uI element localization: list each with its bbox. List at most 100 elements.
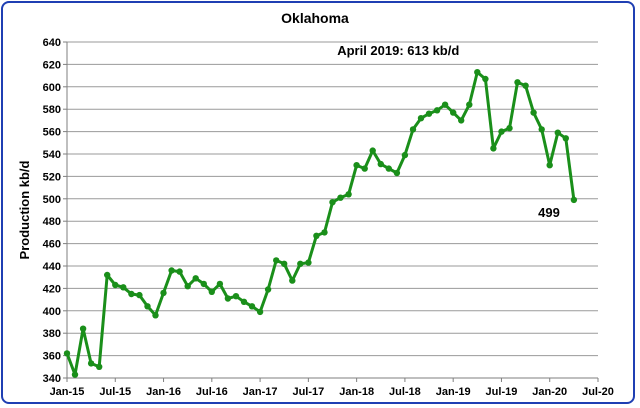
x-tick-label: Jul-20 — [582, 386, 614, 398]
x-tick-labels: Jan-15 Jul-15 Jan-16 Jul-16 Jan-17 Jul-17 Jan-… — [50, 386, 614, 398]
gridlines — [67, 41, 598, 357]
data-point — [273, 257, 280, 264]
annotations: April 2019: 613 kb/d 499 — [337, 43, 560, 220]
data-point — [63, 350, 71, 357]
x-tick-label: Jul-19 — [486, 386, 518, 398]
y-tick-label: 520 — [43, 171, 61, 183]
data-point — [506, 125, 513, 132]
data-point — [192, 275, 199, 282]
chart-title: Oklahoma — [281, 10, 349, 26]
data-point — [353, 162, 360, 169]
data-point — [152, 312, 159, 319]
data-point — [498, 128, 505, 135]
data-point — [482, 75, 489, 83]
data-point — [562, 135, 569, 142]
y-tick-label: 380 — [43, 328, 61, 340]
data-point — [409, 126, 417, 133]
y-tick-label: 460 — [43, 239, 61, 251]
data-point — [128, 290, 135, 298]
x-tick-label: Jan-16 — [146, 386, 181, 398]
y-tick-label: 360 — [43, 351, 61, 363]
data-point — [168, 267, 175, 274]
annotation-last-value: 499 — [538, 205, 560, 220]
data-point — [321, 229, 328, 236]
data-point — [538, 126, 545, 133]
data-point — [224, 295, 232, 302]
annotation-peak: April 2019: 613 kb/d — [337, 43, 459, 58]
data-point — [393, 169, 401, 177]
x-tick-label: Jan-17 — [243, 386, 278, 398]
data-point — [522, 82, 529, 89]
series-line — [65, 70, 576, 377]
x-tick-label: Jul-16 — [196, 386, 228, 398]
data-point — [546, 162, 553, 169]
x-tick-label: Jan-18 — [339, 386, 374, 398]
y-axis-label: Production kb/d — [17, 160, 32, 259]
x-tick-label: Jul-18 — [389, 386, 421, 398]
y-tick-label: 500 — [43, 194, 61, 206]
data-point — [441, 101, 449, 108]
x-tick-label: Jan-20 — [532, 386, 567, 398]
data-point — [96, 363, 103, 370]
data-point — [176, 268, 183, 275]
data-point — [425, 110, 433, 117]
data-point — [184, 283, 191, 290]
data-point — [232, 293, 240, 300]
data-point — [136, 291, 143, 299]
x-tick-label: Jul-17 — [292, 386, 324, 398]
data-point — [337, 194, 344, 201]
data-point — [289, 277, 296, 284]
y-tick-label: 440 — [43, 261, 61, 273]
data-point — [433, 107, 441, 114]
data-point — [297, 260, 304, 267]
data-point — [466, 101, 473, 108]
data-point — [208, 288, 215, 295]
y-tick-label: 620 — [43, 59, 61, 71]
chart-frame — [1, 1, 635, 404]
data-point — [530, 109, 537, 116]
data-point — [87, 360, 95, 367]
data-point — [144, 303, 151, 310]
data-point — [514, 79, 521, 86]
data-point — [345, 191, 352, 198]
data-point — [112, 281, 119, 289]
data-point — [264, 286, 272, 293]
data-point — [377, 160, 384, 168]
data-point — [329, 199, 336, 206]
y-tick-label: 400 — [43, 306, 61, 318]
data-point — [401, 151, 409, 159]
data-point — [256, 308, 264, 316]
data-point — [369, 147, 376, 154]
data-point — [554, 129, 561, 136]
y-tick-label: 600 — [43, 82, 61, 94]
data-point — [385, 165, 392, 172]
y-tick-label: 560 — [43, 127, 61, 139]
data-point — [570, 196, 578, 204]
y-tick-label: 640 — [43, 37, 61, 49]
x-tick-label: Jan-19 — [436, 386, 471, 398]
y-tick-label: 340 — [43, 373, 61, 385]
data-point — [305, 259, 312, 266]
data-point — [71, 371, 79, 378]
series-oklahoma — [63, 69, 578, 378]
y-tick-label: 540 — [43, 149, 61, 161]
y-tick-label: 480 — [43, 216, 61, 228]
data-point — [240, 298, 248, 305]
data-point — [79, 325, 87, 332]
data-point — [216, 280, 224, 288]
data-point — [281, 260, 288, 267]
data-point — [458, 117, 465, 124]
data-point — [120, 284, 127, 291]
data-point — [474, 69, 481, 76]
data-point — [417, 115, 425, 122]
data-point — [200, 280, 207, 288]
x-tick-label: Jul-15 — [99, 386, 131, 398]
data-point — [160, 289, 167, 297]
y-tick-label: 420 — [43, 283, 61, 295]
data-point — [248, 303, 256, 310]
y-tick-label: 580 — [43, 104, 61, 116]
data-point — [450, 109, 457, 116]
data-point — [104, 271, 111, 279]
y-tick-labels: 340 360 380 400 420 440 460 480 500 520 540 560 580 6… — [43, 37, 61, 385]
